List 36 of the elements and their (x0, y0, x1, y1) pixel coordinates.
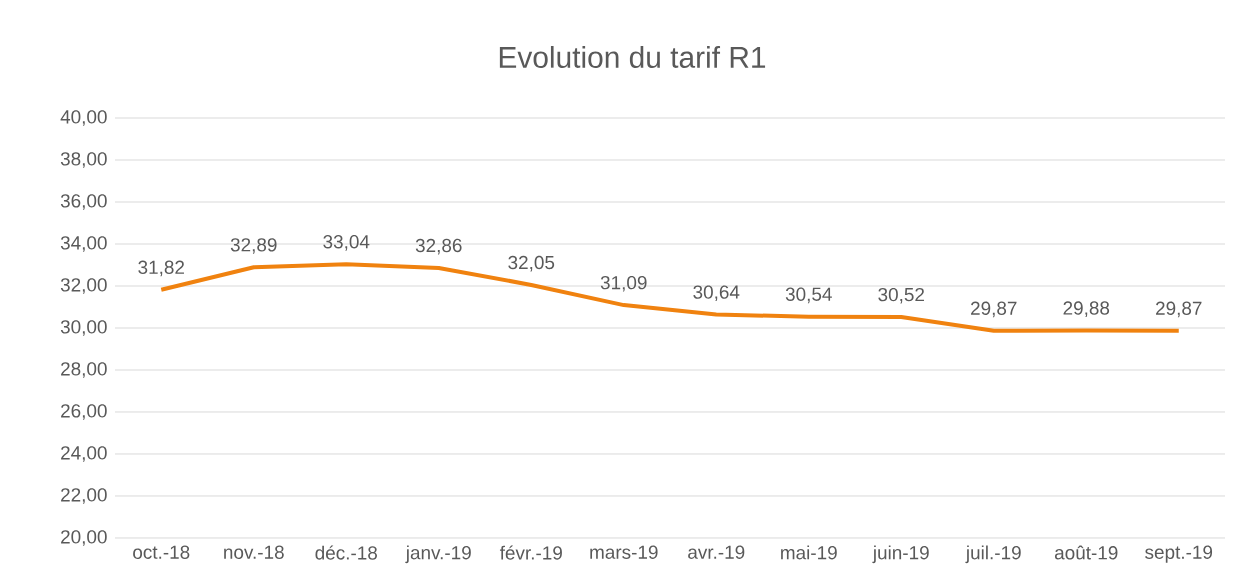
data-label: 31,09 (600, 275, 647, 292)
x-tick-label: sept.-19 (1145, 545, 1213, 563)
x-tick-label: mars-19 (590, 545, 658, 559)
x-tick-label: déc.-18 (315, 545, 377, 560)
y-tick-label: 30,00 (60, 320, 107, 336)
y-tick-label: 28,00 (61, 362, 107, 378)
chart-title: Evolution du tarif R1 (499, 46, 766, 68)
data-label: 32,86 (415, 238, 462, 255)
data-label: 29,87 (971, 301, 1017, 318)
data-label: 29,88 (1063, 301, 1110, 317)
y-tick-label: 22,00 (61, 488, 107, 504)
x-tick-label: nov.-18 (224, 545, 284, 559)
y-tick-label: 26,00 (61, 404, 107, 420)
data-label: 30,64 (693, 285, 740, 302)
data-label: 31,82 (138, 260, 184, 277)
x-tick-label: juil.-19 (965, 545, 1021, 564)
data-label: 29,87 (1156, 301, 1202, 318)
data-label: 33,04 (323, 234, 370, 251)
x-tick-label: juin-19 (872, 545, 929, 564)
y-tick-label: 36,00 (60, 194, 107, 210)
data-label: 32,89 (230, 238, 277, 254)
data-label: 30,54 (785, 287, 832, 304)
y-tick-label: 34,00 (60, 236, 107, 252)
x-tick-label: août-19 (1054, 545, 1118, 560)
data-label: 32,05 (508, 255, 555, 272)
y-tick-label: 20,00 (61, 530, 107, 546)
x-tick-label: oct.-18 (133, 545, 190, 559)
data-label: 30,52 (878, 287, 924, 304)
x-tick-label: avr.-19 (688, 545, 745, 559)
y-tick-label: 40,00 (60, 110, 107, 126)
y-tick-label: 32,00 (60, 278, 107, 294)
x-tick-label: févr.-19 (499, 545, 562, 560)
y-tick-label: 38,00 (60, 152, 107, 168)
x-tick-label: mai-19 (781, 545, 837, 560)
y-tick-label: 24,00 (61, 446, 107, 462)
x-tick-label: janv.-19 (405, 545, 471, 564)
